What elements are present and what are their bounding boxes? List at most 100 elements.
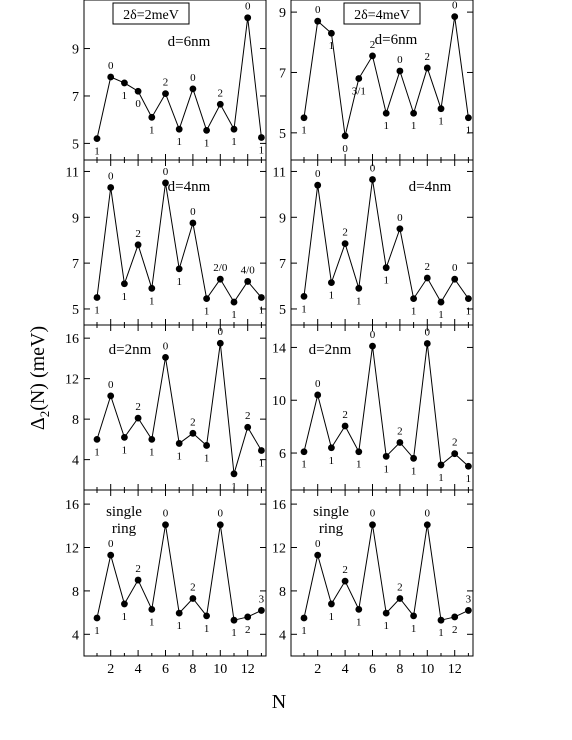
point-label: 2 xyxy=(370,39,376,51)
data-point xyxy=(230,125,238,133)
point-label: 1 xyxy=(122,291,128,303)
point-label: 0 xyxy=(397,54,403,66)
point-label: 1 xyxy=(231,136,237,148)
data-point xyxy=(396,67,404,75)
data-point xyxy=(451,450,459,458)
y-tick-label: 16 xyxy=(65,332,79,347)
point-label: 0 xyxy=(218,326,224,338)
data-point xyxy=(216,339,224,347)
column-header-label: 2δ=2meV xyxy=(123,8,179,23)
y-axis-label-subscript: 2 xyxy=(37,411,52,418)
panel-label-d-2nm: d=2nm xyxy=(309,342,352,358)
data-point xyxy=(203,442,211,449)
point-label: 0 xyxy=(218,508,224,520)
point-label: 1 xyxy=(204,623,210,635)
data-point xyxy=(230,298,238,306)
data-point xyxy=(148,435,156,443)
data-point xyxy=(451,13,459,21)
data-point xyxy=(107,73,115,81)
data-point xyxy=(300,448,308,456)
point-label: 2 xyxy=(452,437,458,449)
y-tick-label: 7 xyxy=(279,257,286,272)
data-point xyxy=(107,184,115,191)
data-point xyxy=(230,616,238,624)
point-label: 1 xyxy=(329,40,335,52)
point-label: 2 xyxy=(342,409,348,421)
point-label: 0 xyxy=(245,1,251,13)
point-label: 0 xyxy=(425,326,431,338)
point-label: 0 xyxy=(315,538,321,550)
x-tick-label: 12 xyxy=(448,662,462,677)
point-label: 0 xyxy=(108,171,114,183)
data-point xyxy=(121,600,128,608)
point-label: 1 xyxy=(466,125,472,137)
data-point xyxy=(175,125,183,133)
data-point xyxy=(189,85,197,93)
data-point xyxy=(258,294,265,301)
data-point xyxy=(258,134,265,141)
data-point xyxy=(382,109,390,117)
point-label: 1 xyxy=(383,275,389,287)
point-label: 0 xyxy=(452,0,458,12)
data-point xyxy=(258,607,265,614)
point-label: 2 xyxy=(425,51,431,63)
data-point xyxy=(396,439,404,446)
point-label: 1 xyxy=(231,481,237,493)
y-axis-label-main: Δ xyxy=(27,417,49,430)
point-label: 3 xyxy=(466,593,472,605)
data-point xyxy=(93,135,101,143)
data-point xyxy=(107,392,115,400)
point-label: 1 xyxy=(259,458,265,470)
x-tick-label: 8 xyxy=(189,662,196,677)
point-label: 3/1 xyxy=(352,86,366,98)
point-label: 2 xyxy=(163,77,169,89)
panel-label-d-6nm: d=6nm xyxy=(168,34,211,50)
point-label: 0 xyxy=(342,143,348,155)
point-label: 1 xyxy=(149,295,155,307)
y-tick-label: 11 xyxy=(273,165,286,180)
data-point xyxy=(396,225,404,233)
point-label: 1 xyxy=(329,290,335,302)
data-point xyxy=(314,391,322,399)
point-label: 2 xyxy=(425,261,431,273)
point-label: 1 xyxy=(438,472,444,484)
point-label: 1 xyxy=(329,455,335,467)
point-label: 1 xyxy=(301,125,307,137)
data-point xyxy=(93,294,101,301)
column-header-box xyxy=(112,2,190,25)
point-label: 2 xyxy=(135,563,141,575)
point-label: 1 xyxy=(122,90,128,102)
point-label: 2 xyxy=(245,410,251,422)
data-point xyxy=(314,551,322,559)
x-tick-label: 12 xyxy=(241,662,255,677)
data-point xyxy=(410,295,417,303)
point-label: 0 xyxy=(190,72,196,84)
data-point xyxy=(410,109,417,117)
data-point xyxy=(121,79,128,87)
y-tick-label: 7 xyxy=(72,257,79,272)
data-point xyxy=(162,90,169,97)
panel-frame xyxy=(83,489,267,657)
y-tick-label: 4 xyxy=(72,454,79,469)
point-label: 1 xyxy=(356,459,362,471)
data-point xyxy=(423,64,431,72)
y-axis-label-rest: (N) (meV) xyxy=(27,326,49,411)
y-tick-label: 12 xyxy=(272,542,286,557)
point-label: 1 xyxy=(466,473,472,485)
data-point xyxy=(355,75,363,82)
data-point xyxy=(134,87,142,95)
data-point xyxy=(134,414,142,422)
point-label: 2 xyxy=(397,581,403,593)
y-tick-label: 11 xyxy=(66,165,79,180)
x-axis-label: N xyxy=(272,691,286,713)
data-point xyxy=(465,607,472,614)
point-label: 1 xyxy=(411,465,417,477)
point-label: 2 xyxy=(397,425,403,437)
panel-label-single-ring-line2: ring xyxy=(112,521,137,537)
x-tick-label: 4 xyxy=(342,662,349,677)
data-point xyxy=(175,609,183,617)
data-point xyxy=(423,274,431,282)
